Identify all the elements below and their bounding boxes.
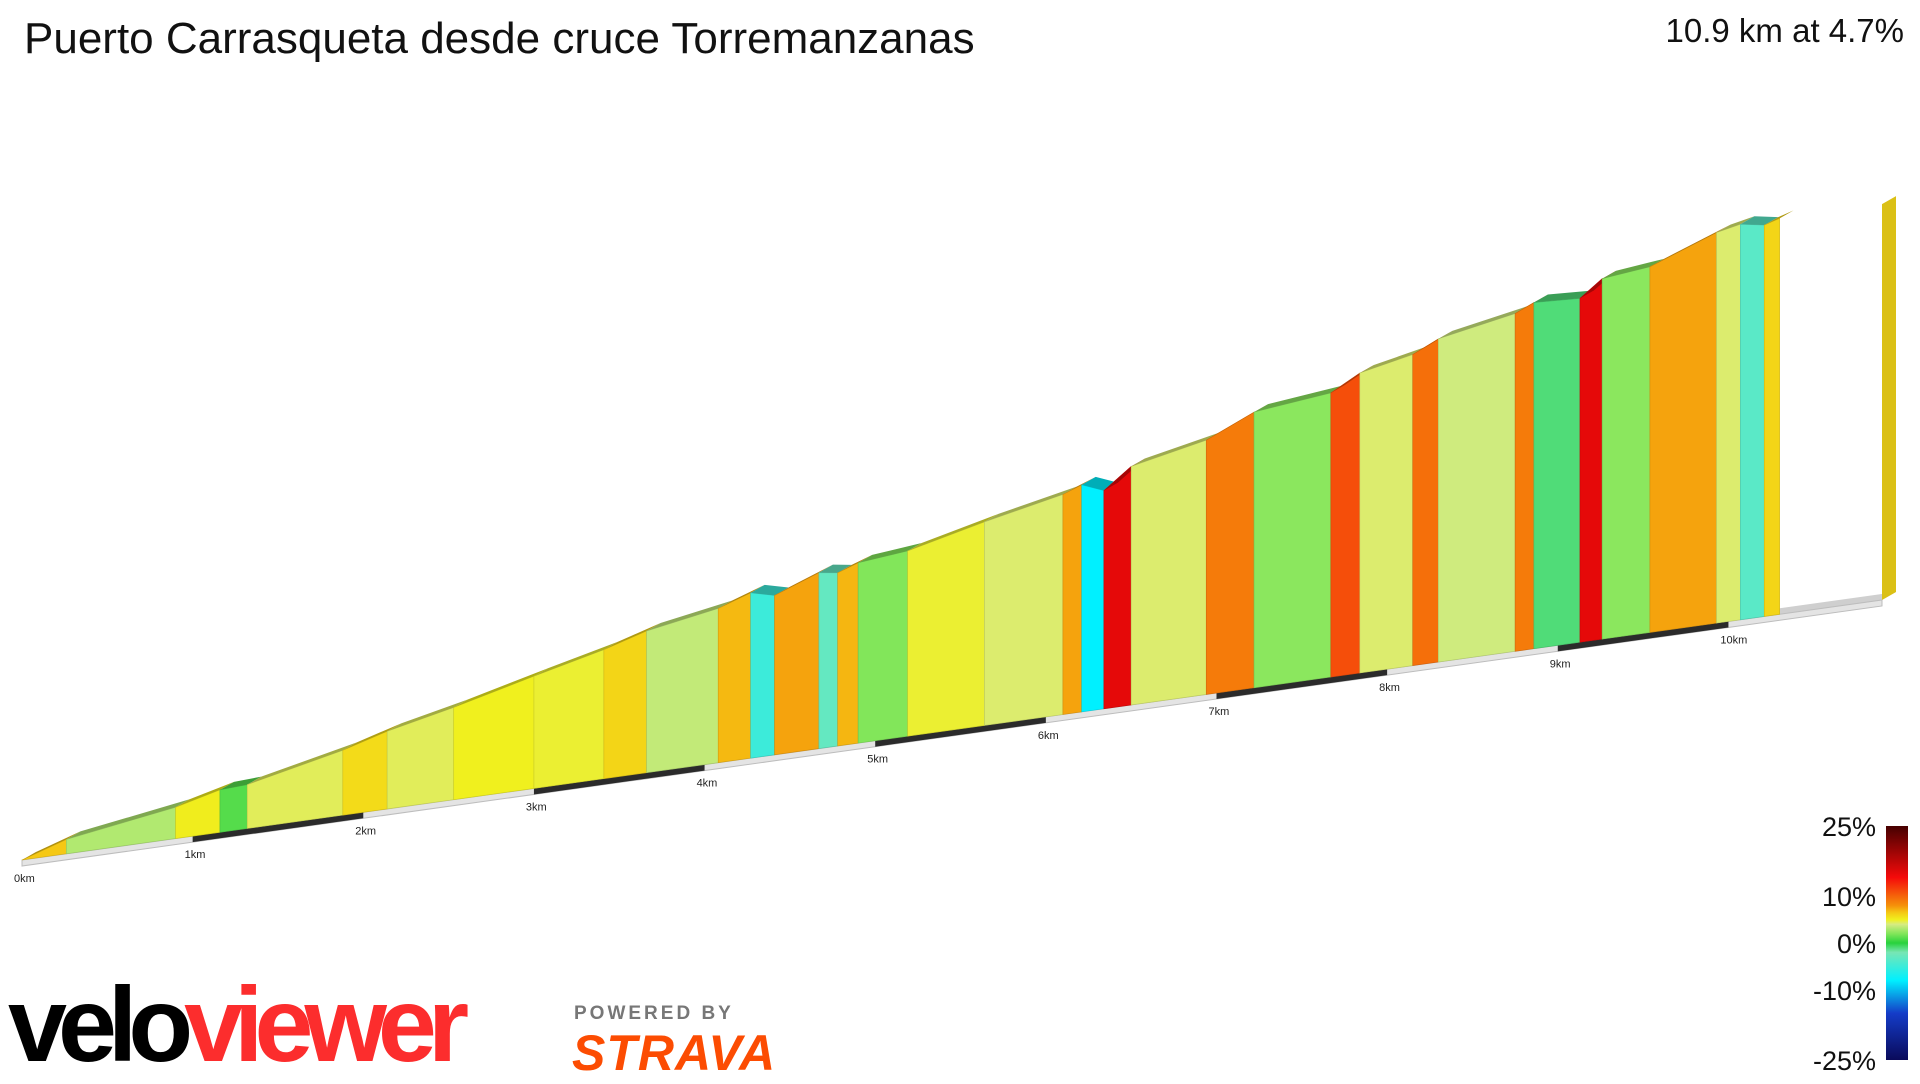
segment-top-face bbox=[718, 584, 765, 609]
segment-top-face bbox=[646, 600, 733, 632]
km-band-dark bbox=[1216, 669, 1388, 700]
segment-top-face bbox=[1206, 404, 1269, 441]
segment-top-face bbox=[219, 776, 262, 790]
x-tick-label: 9km bbox=[1550, 658, 1571, 670]
x-tick-label: 0km bbox=[14, 873, 35, 885]
segment-top-face bbox=[818, 564, 852, 573]
x-tick-label: 5km bbox=[867, 754, 888, 766]
segment-top-face bbox=[837, 554, 873, 573]
segment-top-face bbox=[1649, 224, 1731, 267]
x-tick-label: 2km bbox=[355, 825, 376, 837]
segment-end-cap bbox=[1882, 196, 1896, 600]
climb-summary: 10.9 km at 4.7% bbox=[1665, 12, 1904, 49]
segment-top-face bbox=[1740, 216, 1779, 226]
powered-by-label: POWERED BY bbox=[574, 1003, 734, 1024]
scale-label: 25% bbox=[1822, 812, 1876, 842]
scale-label: -25% bbox=[1813, 1046, 1876, 1076]
segment-top-face bbox=[1062, 476, 1096, 495]
km-bands bbox=[192, 621, 1729, 843]
x-tick-label: 7km bbox=[1208, 706, 1229, 718]
chart-title: Puerto Carrasqueta desde cruce Torremanz… bbox=[24, 14, 975, 63]
segment-top-face bbox=[1602, 258, 1664, 279]
segment-top-face bbox=[342, 723, 402, 751]
x-tick-label: 3km bbox=[526, 801, 547, 813]
veloviewer-logo: veloviewer bbox=[8, 972, 469, 1078]
segment-top-face bbox=[907, 513, 999, 552]
km-band-dark bbox=[192, 812, 364, 843]
logo-viewer-text: viewer bbox=[184, 966, 469, 1084]
scale-label: 10% bbox=[1822, 882, 1876, 912]
segment-top-face bbox=[1254, 384, 1345, 413]
segment-top-face bbox=[66, 799, 190, 840]
segment-top-face bbox=[22, 831, 81, 860]
segment-top-face bbox=[175, 781, 234, 808]
scale-label: 0% bbox=[1837, 929, 1876, 959]
x-tick-label: 1km bbox=[185, 849, 206, 861]
x-axis-ticks: 0km 1km 2km 3km 4km 5km 6km 7km 8km 9km 10km bbox=[14, 634, 1747, 885]
logo-velo-text: velo bbox=[8, 966, 193, 1084]
segment-top-face bbox=[1131, 432, 1221, 467]
strava-logo: STRAVA bbox=[572, 1025, 777, 1081]
segment-top-face bbox=[774, 564, 833, 596]
segment-top-face bbox=[1533, 290, 1594, 303]
x-tick-label: 8km bbox=[1379, 682, 1400, 694]
scale-label: -10% bbox=[1813, 976, 1876, 1006]
km-band-dark bbox=[1557, 621, 1729, 652]
x-tick-label: 4km bbox=[697, 778, 718, 790]
segment-top-face bbox=[1764, 210, 1794, 226]
gradient-segments bbox=[21, 196, 1896, 861]
segment-top-face bbox=[1438, 305, 1530, 339]
segment-top-face bbox=[247, 742, 357, 785]
scale-bar bbox=[1886, 826, 1908, 1060]
segment-top-face bbox=[387, 699, 468, 732]
x-tick-label: 6km bbox=[1038, 730, 1059, 742]
segment-top-face bbox=[533, 641, 618, 677]
segment-top-face bbox=[1359, 346, 1427, 374]
km-band-dark bbox=[533, 764, 705, 795]
segment-top-face bbox=[453, 668, 548, 708]
km-band-dark bbox=[875, 716, 1046, 747]
segment-top-face bbox=[984, 486, 1077, 522]
segment-top-face bbox=[858, 543, 922, 563]
segment-top-face bbox=[1716, 216, 1755, 233]
segment-top-face bbox=[603, 623, 661, 650]
x-tick-label: 10km bbox=[1720, 634, 1747, 646]
